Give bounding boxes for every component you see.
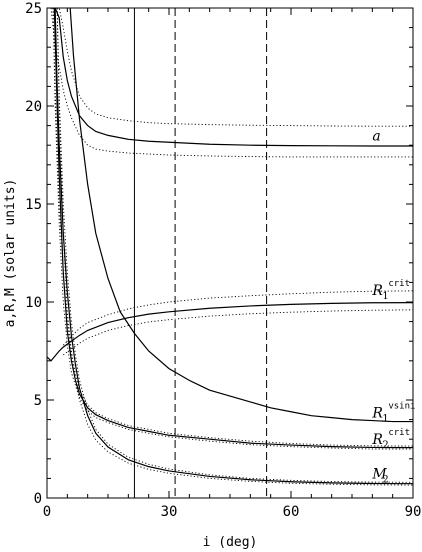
band-r2crit-lower	[52, 8, 413, 450]
x-tick-label: 90	[405, 504, 422, 520]
y-tick-label: 0	[34, 491, 42, 507]
curve-r1crit	[47, 301, 413, 362]
curve-label-main: R	[371, 432, 383, 448]
y-tick-label: 15	[25, 197, 42, 213]
curve-label-subscript: 2	[382, 440, 388, 451]
curve-label-main: R	[371, 406, 383, 422]
y-tick-label: 25	[25, 1, 42, 17]
band-a-upper	[53, 8, 413, 127]
curve-label-main: R	[371, 283, 383, 299]
vertical-reference-lines	[133, 8, 268, 498]
band-r2crit-upper	[56, 8, 413, 447]
curve-r2crit	[53, 8, 413, 449]
curve-a	[51, 8, 413, 147]
band-m2-upper	[56, 8, 413, 483]
x-tick-label: 0	[43, 504, 51, 520]
curve-label-main: M	[371, 466, 387, 482]
curve-label-m2: M2	[371, 466, 388, 485]
curve-label-superscript: crit	[388, 279, 410, 289]
y-tick-label: 20	[25, 99, 42, 115]
x-tick-label: 60	[283, 504, 300, 520]
curve-r1vsini	[69, 8, 413, 423]
band-r1crit-lower	[63, 309, 413, 356]
curve-label-main: a	[372, 128, 380, 144]
curve-label-subscript: 2	[382, 474, 388, 485]
curve-label-subscript: 1	[382, 414, 388, 425]
x-tick-label: 30	[161, 504, 178, 520]
axis-ticks	[46, 7, 414, 499]
curve-label-subscript: 1	[382, 291, 388, 302]
plot-frame	[46, 7, 414, 499]
curve-label-superscript: crit	[388, 428, 410, 438]
curve-label-a: a	[372, 128, 380, 144]
uncertainty-bands	[50, 8, 413, 486]
y-tick-label: 10	[25, 295, 42, 311]
band-m2-lower	[52, 8, 413, 486]
series-curves	[47, 8, 413, 485]
curve-m2	[54, 8, 413, 485]
y-tick-label: 5	[34, 393, 42, 409]
y-axis-label: a,R,M (solar units)	[3, 179, 18, 328]
tick-labels: 0 30 60 90 0 5 10 15 20 25	[25, 1, 421, 520]
curve-label-superscript: vsini	[388, 402, 415, 412]
x-axis-label: i (deg)	[203, 535, 258, 550]
